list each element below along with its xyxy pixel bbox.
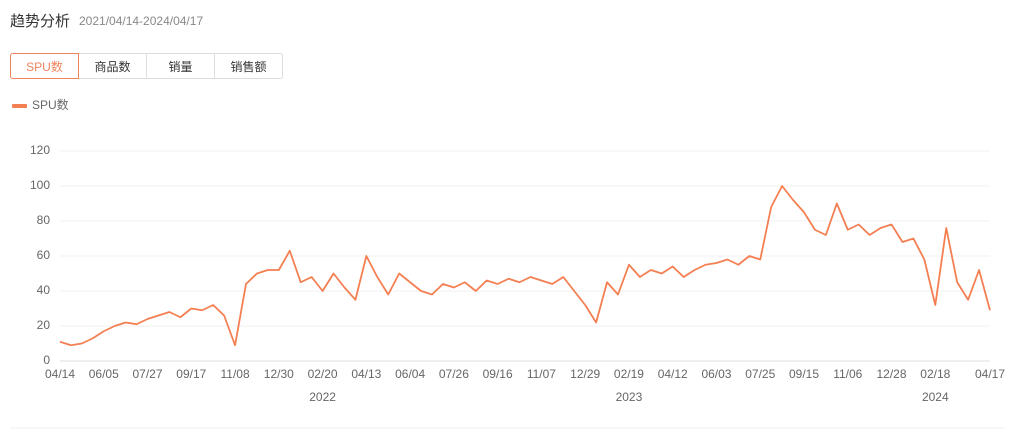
y-tick-label: 60 [37,248,51,262]
x-tick-label: 12/28 [877,367,907,381]
tab[interactable]: 销售额 [214,53,283,79]
y-tick-label: 40 [37,283,51,297]
year-label: 2024 [922,390,949,404]
legend-swatch [12,104,27,108]
legend-label: SPU数 [32,97,69,112]
x-tick-label: 09/17 [176,367,206,381]
x-tick-label: 02/19 [614,367,644,381]
year-label: 2023 [616,390,643,404]
data-line [59,185,991,347]
y-tick-label: 100 [30,178,50,192]
tab[interactable]: SPU数 [10,53,79,79]
x-tick-label: 11/08 [220,367,249,381]
year-label: 2022 [309,390,336,404]
x-tick-label: 06/04 [395,367,425,381]
x-tick-label: 09/16 [483,367,513,381]
x-tick-label: 04/13 [351,367,381,381]
x-tick-label: 11/06 [833,367,862,381]
section-title: 趋势分析 [10,13,71,30]
x-tick-label: 09/15 [789,367,819,381]
x-tick-label: 11/07 [527,367,556,381]
y-tick-label: 120 [30,143,50,157]
tab[interactable]: 销量 [146,53,215,79]
x-tick-label: 12/30 [264,367,294,381]
y-tick-label: 20 [37,318,51,332]
x-tick-label: 12/29 [570,367,600,381]
tab-group: SPU数 商品数 销量 销售额 [10,53,283,79]
x-tick-label: 07/26 [439,367,469,381]
x-tick-label: 02/18 [920,367,950,381]
y-tick-label: 0 [43,353,50,367]
x-tick-label: 04/14 [45,367,75,381]
date-range: 2021/04/14-2024/04/17 [79,14,204,28]
x-tick-label: 04/17 [975,367,1005,381]
x-tick-label: 04/12 [658,367,688,381]
y-tick-label: 80 [37,213,51,227]
x-tick-label: 07/25 [745,367,775,381]
x-tick-label: 02/20 [308,367,338,381]
x-tick-label: 06/05 [89,367,119,381]
x-tick-label: 06/03 [701,367,731,381]
x-tick-label: 07/27 [133,367,163,381]
